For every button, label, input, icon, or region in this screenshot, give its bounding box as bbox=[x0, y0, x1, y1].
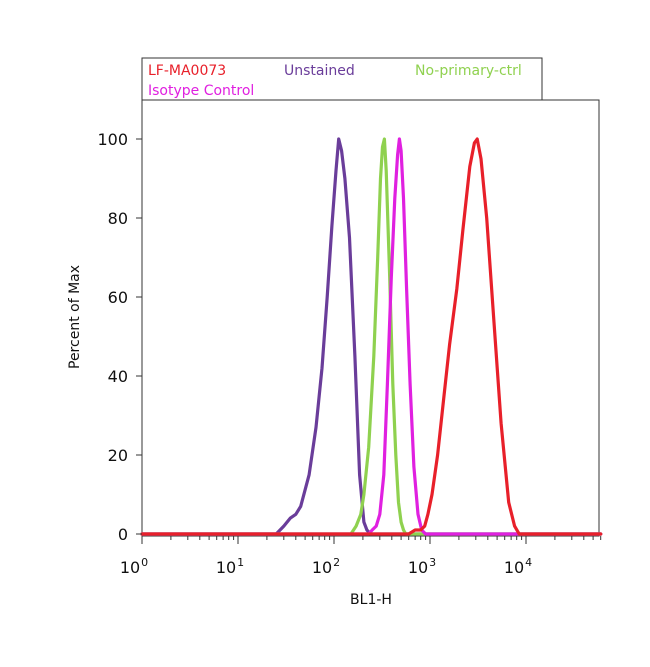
y-axis-ticks: 0 20 40 60 80 100 bbox=[97, 130, 142, 544]
legend-entry-unstained: Unstained bbox=[284, 63, 355, 79]
y-tick-label: 0 bbox=[118, 525, 128, 544]
legend: LF-MA0073 Unstained No-primary-ctrl Isotype… bbox=[148, 63, 522, 99]
x-tick-label: 103 bbox=[408, 556, 436, 577]
series-group bbox=[140, 137, 603, 536]
series-line-lf-ma0073 bbox=[140, 137, 603, 536]
legend-entry-lf-ma0073: LF-MA0073 bbox=[148, 63, 226, 79]
plot-frame bbox=[141, 99, 600, 537]
series-line-isotype-control bbox=[140, 137, 603, 536]
y-tick-label: 60 bbox=[108, 288, 128, 307]
legend-entry-no-primary-ctrl: No-primary-ctrl bbox=[415, 63, 522, 79]
x-axis-ticks: 100 101 102 103 104 bbox=[120, 536, 602, 577]
y-tick-label: 100 bbox=[97, 130, 128, 149]
y-tick-label: 40 bbox=[108, 367, 128, 386]
series-line-unstained bbox=[140, 137, 603, 536]
x-tick-label: 100 bbox=[120, 556, 148, 577]
y-tick-label: 80 bbox=[108, 209, 128, 228]
series-line-no-primary-ctrl bbox=[140, 137, 603, 536]
legend-box bbox=[141, 57, 543, 101]
x-tick-label: 102 bbox=[312, 556, 340, 577]
x-tick-label: 104 bbox=[504, 556, 532, 577]
y-tick-label: 20 bbox=[108, 446, 128, 465]
y-axis-label: Percent of Max bbox=[67, 265, 83, 369]
legend-entry-isotype-control: Isotype Control bbox=[148, 83, 254, 99]
x-axis-label: BL1-H bbox=[350, 592, 392, 608]
x-tick-label: 101 bbox=[216, 556, 244, 577]
